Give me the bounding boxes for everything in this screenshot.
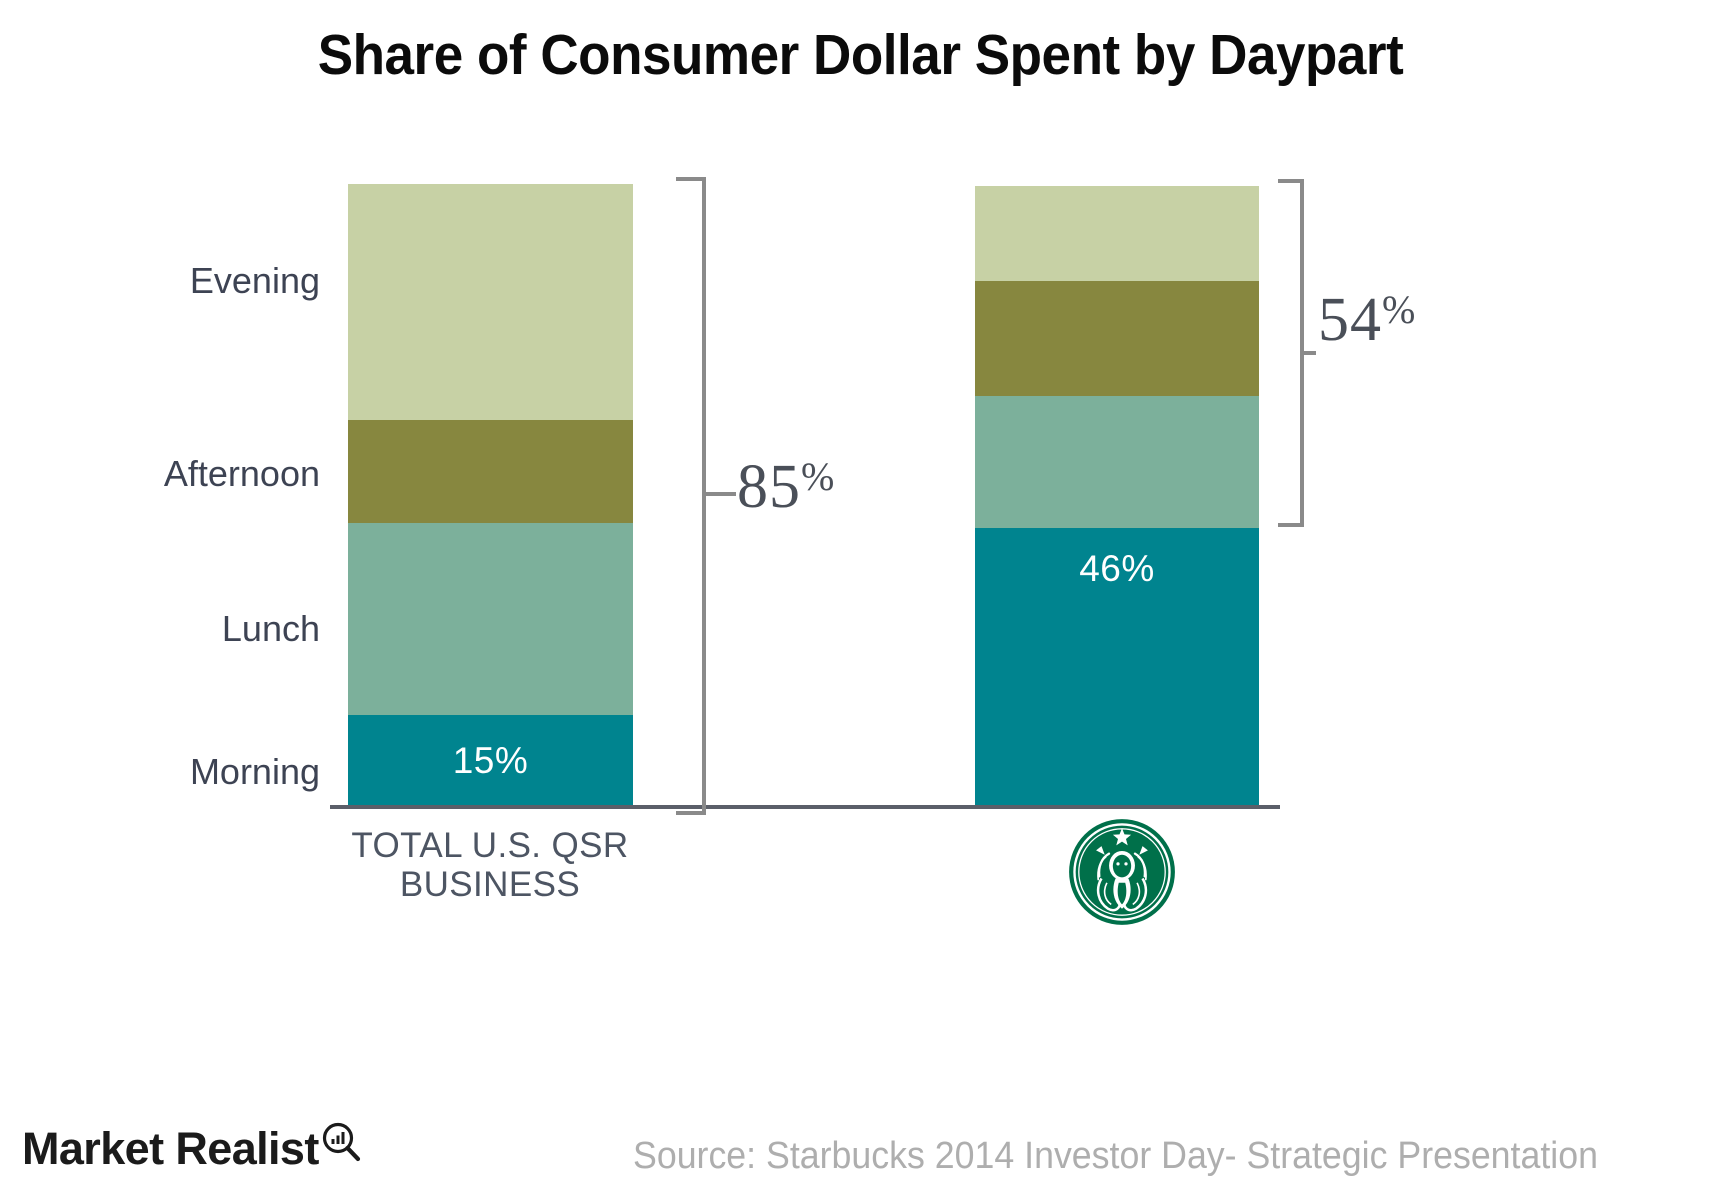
bar-segment-lunch[interactable] [975,396,1259,528]
bar-starbucks[interactable]: 46% [975,186,1259,805]
bracket-label-85-percent-sign: % [801,454,835,500]
bar-segment-morning[interactable]: 15% [348,715,633,805]
brand-name: Market Realist [22,1123,319,1174]
bar-segment-lunch[interactable] [348,523,633,715]
bracket-label-54: 54% [1318,285,1415,356]
page-title: Share of Consumer Dollar Spent by Daypar… [317,23,1404,87]
bracket-label-85: 85% [737,452,834,523]
category-label-lunch: Lunch [221,608,320,649]
bar-segment-evening[interactable] [348,184,633,420]
category-label-morning: Morning [189,751,320,792]
bar-segment-evening[interactable] [975,186,1259,281]
bar-segment-morning[interactable]: 46% [975,528,1259,805]
axis-baseline [330,805,1280,809]
bar-segment-afternoon[interactable] [975,281,1259,396]
bar-total-us-qsr-business[interactable]: 15% [348,184,633,805]
category-label-afternoon: Afternoon [163,453,320,494]
bracket-85-percent [676,177,736,815]
bracket-54-percent [1278,179,1316,527]
bracket-label-54-number: 54 [1318,286,1382,354]
bracket-label-54-percent-sign: % [1382,287,1416,333]
brand-logo[interactable]: Market Realist [22,1122,363,1174]
magnifier-bar-chart-icon [322,1122,360,1162]
bracket-label-85-number: 85 [737,453,801,521]
category-label-evening: Evening [189,260,320,301]
starbucks-siren-logo-icon [1069,819,1175,925]
bar-segment-afternoon[interactable] [348,420,633,523]
source-note: Source: Starbucks 2014 Investor Day- Str… [633,1135,1598,1177]
xtick-line-2: BUSINESS [399,865,581,905]
xtick-total-us-qsr-business: TOTAL U.S. QSR BUSINESS [340,826,640,904]
xtick-line-1: TOTAL U.S. QSR [351,826,629,865]
bar-value-label-morning-qsr: 15% [452,740,529,781]
bar-value-label-morning-starbucks: 46% [1079,548,1155,589]
